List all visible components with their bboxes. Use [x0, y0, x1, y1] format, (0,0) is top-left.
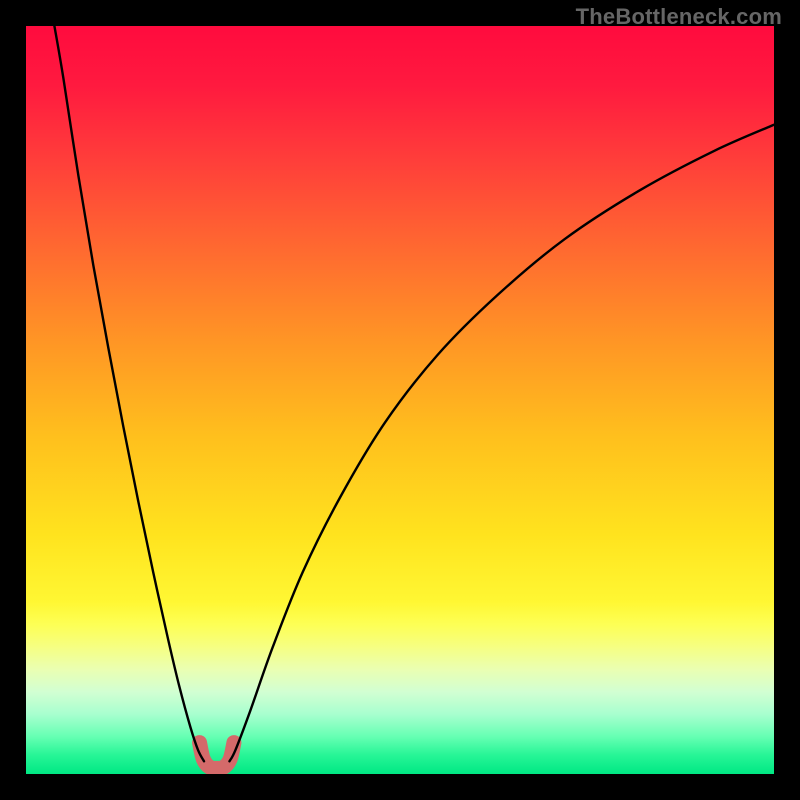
chart-frame: TheBottleneck.com [0, 0, 800, 800]
watermark-text: TheBottleneck.com [576, 4, 782, 30]
chart-svg [0, 0, 800, 800]
